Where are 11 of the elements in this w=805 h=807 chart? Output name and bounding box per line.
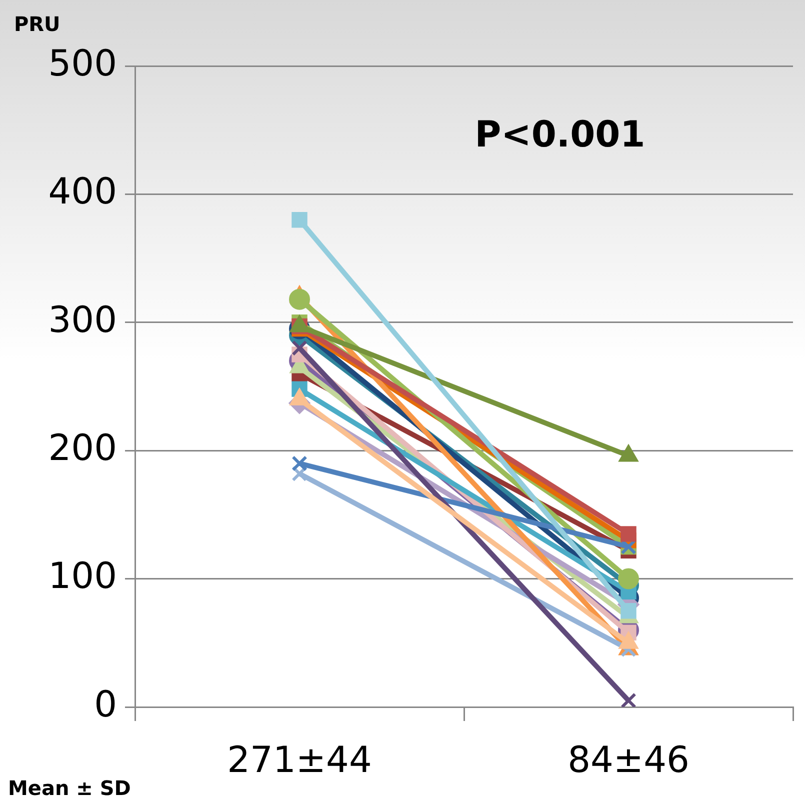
x-tick-label: 271±44	[227, 740, 372, 781]
y-tick-label: 200	[48, 428, 117, 469]
y-tick-label: 500	[48, 43, 117, 84]
y-tick-label: 100	[48, 556, 117, 598]
y-tick-label: 0	[94, 684, 117, 726]
x-tick-label: 84±46	[568, 740, 690, 781]
y-tick-label: 400	[48, 172, 117, 213]
annotation: P<0.001	[474, 114, 646, 156]
y-tick-label: 300	[48, 300, 117, 341]
text: Mean ± SD	[8, 776, 131, 800]
y-axis-title: PRU	[14, 12, 60, 36]
